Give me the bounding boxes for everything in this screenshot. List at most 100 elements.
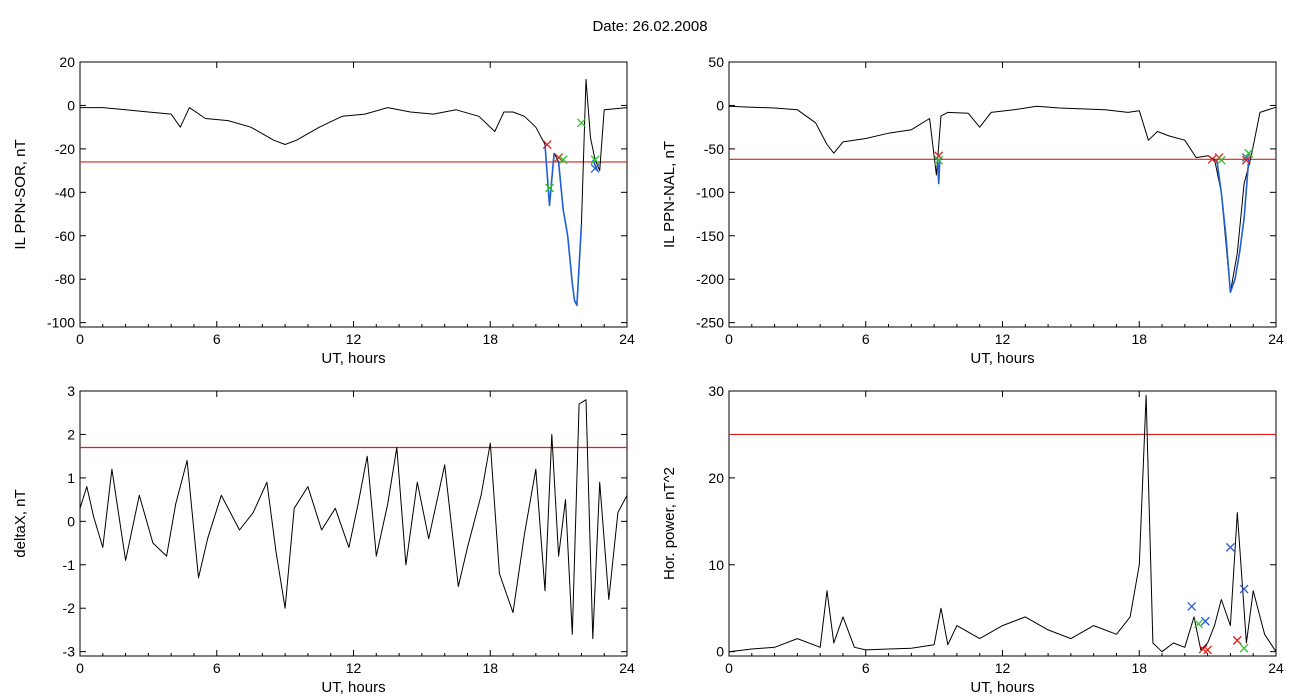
marker-stroke: [934, 151, 944, 161]
y-tick-label: -80: [55, 271, 75, 287]
y-tick-label: -100: [696, 184, 724, 200]
x-tick-label: 0: [725, 660, 733, 676]
panel-delta-x: 0 6 12 18 24 3 2 1 0 -1 -2 -3 UT, hours deltaX, nT: [12, 383, 635, 696]
panel-ppn-sor: 0 6 12 18 24 20 0 -20 -40 -60 -80 -100 UT, hours IL P…: [12, 54, 635, 367]
marker-stroke: [1239, 643, 1249, 653]
marker-green: [1239, 643, 1249, 653]
marker-blue: [1187, 602, 1197, 611]
marker-stroke: [1244, 148, 1254, 158]
y-tick-label: -250: [696, 315, 724, 331]
marker-blue: [590, 163, 600, 173]
x-tick-label: 6: [213, 331, 221, 347]
x-axis-title: UT, hours: [321, 350, 385, 367]
y-tick-label: -20: [55, 141, 75, 157]
x-tick-label: 0: [76, 331, 84, 347]
marker-stroke: [1198, 644, 1208, 654]
marker-red: [542, 140, 552, 150]
marker-blue: [1225, 542, 1235, 552]
marker-blue: [1239, 584, 1249, 594]
x-tick-label: 0: [725, 331, 733, 347]
marker-green: [934, 155, 944, 165]
y-tick-label: 3: [67, 383, 75, 399]
series-line: [79, 399, 628, 640]
x-tick-label: 24: [1268, 660, 1284, 676]
highlight-segment: [936, 157, 941, 185]
x-tick-label: 6: [862, 660, 870, 676]
marker-blue: [1200, 616, 1210, 626]
marker-red: [1241, 155, 1251, 165]
highlight-segment: [1215, 159, 1250, 294]
highlight-segment: [557, 161, 583, 307]
marker-green: [545, 183, 554, 193]
panel-ppn-nal: 0 6 12 18 24 50 0 -50 -100 -150 -200 -250 UT, hours I…: [661, 54, 1284, 367]
y-tick-label: -100: [47, 315, 75, 331]
marker-red: [1232, 635, 1242, 645]
marker-stroke: [558, 155, 568, 165]
x-tick-label: 24: [619, 331, 635, 347]
marker-red: [554, 153, 564, 163]
marker-green: [1244, 148, 1254, 158]
x-tick-label: 18: [1131, 331, 1147, 347]
y-tick-label: -1: [63, 557, 76, 573]
x-axis-title: UT, hours: [970, 679, 1034, 696]
marker-blue: [1241, 153, 1251, 163]
marker-stroke: [1207, 154, 1217, 164]
marker-stroke: [1239, 584, 1249, 594]
y-tick-label: -150: [696, 228, 724, 244]
marker-stroke: [545, 183, 554, 193]
x-tick-label: 12: [346, 331, 362, 347]
y-tick-label: 50: [708, 54, 724, 70]
marker-green: [1194, 619, 1203, 629]
series-line: [728, 394, 1277, 653]
x-tick-label: 18: [482, 660, 498, 676]
y-tick-label: 1: [67, 470, 75, 486]
marker-stroke: [1203, 645, 1213, 655]
plot-frame: [728, 61, 1277, 328]
y-tick-label: 20: [708, 470, 724, 486]
x-tick-label: 0: [76, 660, 84, 676]
marker-green: [558, 155, 568, 165]
plot-frame: [79, 61, 628, 328]
x-tick-label: 18: [1131, 660, 1147, 676]
marker-stroke: [590, 155, 600, 165]
marker-stroke: [1187, 602, 1197, 611]
y-axis-title: Hor. power, nT^2: [661, 467, 678, 580]
y-tick-label: 20: [59, 54, 75, 70]
marker-green: [1216, 155, 1226, 165]
x-tick-label: 24: [619, 660, 635, 676]
y-tick-label: -60: [55, 228, 75, 244]
y-tick-label: -200: [696, 271, 724, 287]
y-axis-title: deltaX, nT: [12, 489, 29, 557]
marker-stroke: [576, 118, 586, 128]
marker-stroke: [1241, 155, 1251, 165]
y-tick-label: 0: [67, 513, 75, 529]
y-tick-label: -50: [704, 141, 724, 157]
plot-frame: [728, 390, 1277, 657]
marker-stroke: [1232, 635, 1242, 645]
y-tick-label: 0: [716, 644, 724, 660]
x-tick-label: 6: [862, 331, 870, 347]
y-axis-title: IL PPN-NAL, nT: [661, 141, 678, 248]
marker-stroke: [590, 163, 600, 173]
figure-title: Date: 26.02.2008: [592, 18, 708, 35]
panel-hor-power: 0 6 12 18 24 30 20 10 0 UT, hours Hor. power, nT^2: [661, 383, 1284, 696]
highlight-segment: [544, 144, 555, 207]
y-tick-label: -40: [55, 184, 75, 200]
marker-stroke: [542, 140, 552, 150]
x-tick-label: 12: [995, 660, 1011, 676]
marker-stroke: [554, 153, 564, 163]
x-tick-label: 24: [1268, 331, 1284, 347]
x-tick-label: 12: [346, 660, 362, 676]
y-tick-label: 30: [708, 383, 724, 399]
x-tick-label: 12: [995, 331, 1011, 347]
marker-red: [1207, 154, 1217, 164]
x-tick-label: 6: [213, 660, 221, 676]
series-line: [80, 78, 628, 306]
marker-stroke: [1241, 153, 1251, 163]
marker-red: [934, 151, 944, 161]
x-axis-title: UT, hours: [321, 679, 385, 696]
y-tick-label: -3: [63, 644, 76, 660]
marker-red: [1203, 645, 1213, 655]
x-tick-label: 18: [482, 331, 498, 347]
